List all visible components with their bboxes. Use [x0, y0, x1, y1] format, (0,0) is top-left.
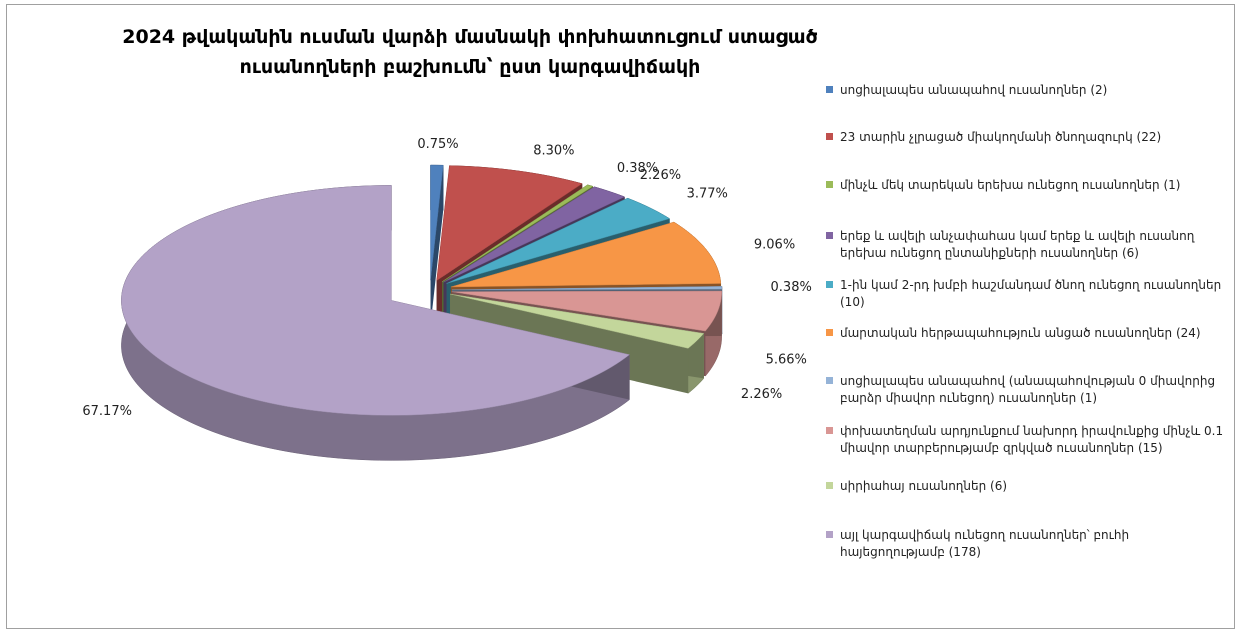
slice [451, 290, 722, 332]
slice [441, 184, 594, 282]
data-label: 0.38% [771, 280, 812, 295]
slice [121, 185, 630, 416]
pie-chart: 0.75% 8.30%0.38%2.26%3.77%9.06%0.38%5.66%… [82, 137, 812, 461]
slice [430, 164, 444, 281]
legend-swatch [826, 181, 833, 188]
legend-swatch [826, 329, 833, 336]
data-label: 9.06% [754, 237, 795, 252]
legend-swatch [826, 86, 833, 93]
legend-label: մինչև մեկ տարեկան երեխա ունեցող ուսանողն… [840, 178, 1181, 192]
legend-swatch [826, 482, 833, 489]
legend-item: սիրիահայ ուսանողներ (6) [826, 478, 1226, 495]
slice [446, 197, 671, 284]
legend-swatch [826, 427, 833, 434]
data-label: 2.26% [640, 168, 681, 183]
slice [436, 165, 583, 282]
legend-swatch [826, 232, 833, 239]
slice-tops [121, 164, 723, 416]
data-label: 8.30% [533, 144, 574, 159]
legend-label: սիրիահայ ուսանողներ (6) [840, 479, 1008, 493]
legend-swatch [826, 377, 833, 384]
legend-item: մինչև մեկ տարեկան երեխա ունեցող ուսանողն… [826, 177, 1226, 194]
legend-item: 23 տարին չլրացած միակողմանի ծնողազուրկ (… [826, 129, 1226, 146]
legend-label: 23 տարին չլրացած միակողմանի ծնողազուրկ (… [840, 130, 1162, 144]
slice [451, 286, 723, 291]
chart-title: 2024 թվականին ուսման վարձի մասնակի փոխհա… [122, 26, 818, 78]
legend-label: սոցիալապես անապահով ուսանողներ (2) [840, 83, 1108, 97]
data-label: 0.75% [417, 137, 458, 152]
data-label: 5.66% [766, 352, 807, 367]
legend-item: 1-ին կամ 2-րդ խմբի հաշմանդամ ծնող ունեցո… [826, 277, 1226, 311]
legend-label: 1-ին կամ 2-րդ խմբի հաշմանդամ ծնող ունեցո… [840, 278, 1222, 309]
slice-side [430, 165, 444, 326]
legend-item: սոցիալապես անապահով ուսանողներ (2) [826, 82, 1226, 99]
legend-swatch [826, 133, 833, 140]
legend-item: փոխատեղման արդյունքում նախորդ իրավունքից… [826, 423, 1226, 457]
legend-swatch [826, 531, 833, 538]
data-label: 3.77% [687, 187, 728, 202]
legend-label: սոցիալապես անապահով (անապահովության 0 մի… [840, 374, 1216, 405]
legend-label: փոխատեղման արդյունքում նախորդ իրավունքից… [840, 424, 1224, 455]
legend-label: երեք և ավելի անչափահաս կամ երեք և ավելի … [840, 229, 1195, 260]
slice [450, 293, 705, 349]
legend-label: մարտական հերթապահություն անցած ուսանողնե… [840, 326, 1201, 340]
legend-label: այլ կարգավիճակ ունեցող ուսանողներ՝ բուհի… [840, 528, 1130, 559]
slice [450, 221, 722, 288]
slice [443, 186, 626, 283]
legend-item: այլ կարգավիճակ ունեցող ուսանողներ՝ բուհի… [826, 527, 1226, 561]
data-label: 0.38% [617, 161, 658, 176]
legend-item: մարտական հերթապահություն անցած ուսանողնե… [826, 325, 1226, 342]
data-label: 2.26% [741, 387, 782, 402]
chart-frame [6, 4, 1235, 629]
legend-item: երեք և ավելի անչափահաս կամ երեք և ավելի … [826, 228, 1226, 262]
legend-swatch [826, 281, 833, 288]
legend-item: սոցիալապես անապահով (անապահովության 0 մի… [826, 373, 1226, 407]
data-label: 67.17% [82, 404, 132, 419]
